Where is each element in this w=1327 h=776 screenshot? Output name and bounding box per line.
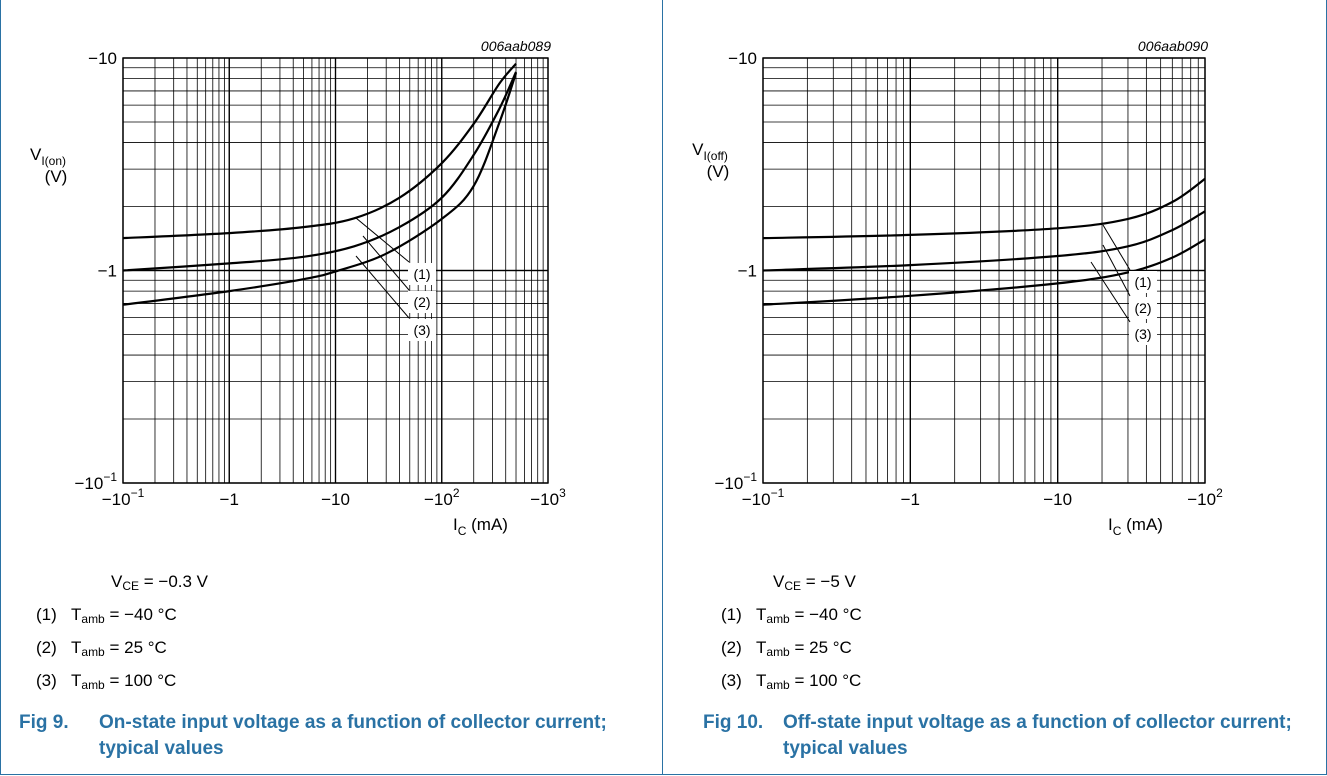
y-axis-unit: (V) bbox=[45, 167, 68, 186]
x-tick-label: −10−1 bbox=[742, 486, 785, 509]
figure-panel-10: (1) (2) (3) −10 −1 −10−1 −10−1 −1 −10 −102 006aab0… bbox=[663, 0, 1327, 775]
condition-3: (3) Tamb = 100 °C bbox=[721, 671, 862, 692]
x-axis-label: IC (mA) bbox=[1108, 515, 1163, 538]
y-axis-unit: (V) bbox=[707, 162, 730, 181]
x-tick-label: −1 bbox=[220, 490, 239, 509]
condition-1: (1) Tamb = −40 °C bbox=[721, 605, 862, 626]
x-tick-label: −102 bbox=[424, 486, 460, 509]
series-line-1 bbox=[762, 177, 1206, 240]
callout-bg bbox=[1129, 297, 1157, 319]
callout-leader bbox=[1102, 224, 1131, 271]
figure-panel-9: (1) (2) (3) −10 −1 −10−1 −10−1 −1 −10 −102 −103 006… bbox=[0, 0, 663, 775]
x-tick-label: −10 bbox=[321, 490, 350, 509]
x-tick-label: −102 bbox=[1187, 486, 1223, 509]
callout-label-1: (1) bbox=[1134, 274, 1151, 290]
y-tick-label: −1 bbox=[98, 262, 117, 281]
x-tick-label: −10−1 bbox=[102, 486, 145, 509]
series-line-3 bbox=[762, 238, 1206, 306]
callout-label-3: (3) bbox=[413, 322, 430, 338]
condition-3: (3) Tamb = 100 °C bbox=[36, 671, 177, 692]
y-tick-label: −10−1 bbox=[714, 470, 757, 493]
y-tick-label: −1 bbox=[738, 262, 757, 281]
chart-fig10: (1)(2)(3)−10−1−10−1−10−1 −1 −10 −102006aab0… bbox=[692, 38, 1223, 538]
callout-label-1: (1) bbox=[413, 266, 430, 282]
callout-label-2: (2) bbox=[1134, 300, 1151, 316]
callout-label-3: (3) bbox=[1134, 326, 1151, 342]
series-line-2 bbox=[122, 71, 518, 272]
callout-bg bbox=[1129, 323, 1157, 345]
y-tick-label: −10 bbox=[88, 49, 117, 68]
series-line-1 bbox=[122, 62, 517, 240]
chart-fig9: (1)(2)(3)−10−1−10−1−10−1 −1 −10 −102 −103006… bbox=[30, 38, 566, 538]
callout-label-2: (2) bbox=[413, 294, 430, 310]
callout-leader bbox=[1102, 244, 1131, 297]
series-line-2 bbox=[762, 210, 1206, 272]
callout-bg bbox=[408, 263, 436, 285]
figure-caption-10: Fig 10. Off-state input voltage as a func… bbox=[703, 712, 1292, 759]
x-axis-label: IC (mA) bbox=[453, 515, 508, 538]
callout-bg bbox=[408, 291, 436, 313]
figure-caption-9: Fig 9. On-state input voltage as a functi… bbox=[19, 712, 607, 759]
callout-bg bbox=[408, 319, 436, 341]
y-axis-label: VI(off) bbox=[692, 140, 728, 163]
vce-condition: VCE = −5 V bbox=[773, 572, 856, 593]
y-tick-label: −10−1 bbox=[74, 470, 117, 493]
y-axis-label: VI(on) bbox=[30, 145, 66, 168]
figure-code: 006aab090 bbox=[1138, 38, 1208, 54]
callout-leader bbox=[1090, 261, 1131, 323]
condition-2: (2) Tamb = 25 °C bbox=[721, 638, 852, 659]
condition-2: (2) Tamb = 25 °C bbox=[36, 638, 167, 659]
figure-code: 006aab089 bbox=[481, 38, 551, 54]
callout-bg bbox=[1129, 271, 1157, 293]
y-tick-label: −10 bbox=[728, 49, 757, 68]
callout-leader bbox=[362, 235, 410, 291]
x-tick-label: −1 bbox=[901, 490, 920, 509]
callout-leader bbox=[355, 255, 410, 319]
condition-1: (1) Tamb = −40 °C bbox=[36, 605, 177, 626]
vce-condition: VCE = −0.3 V bbox=[111, 572, 209, 593]
x-tick-label: −10 bbox=[1043, 490, 1072, 509]
series-line-3 bbox=[122, 72, 518, 306]
x-tick-label: −103 bbox=[530, 486, 566, 509]
callout-leader bbox=[355, 217, 410, 263]
